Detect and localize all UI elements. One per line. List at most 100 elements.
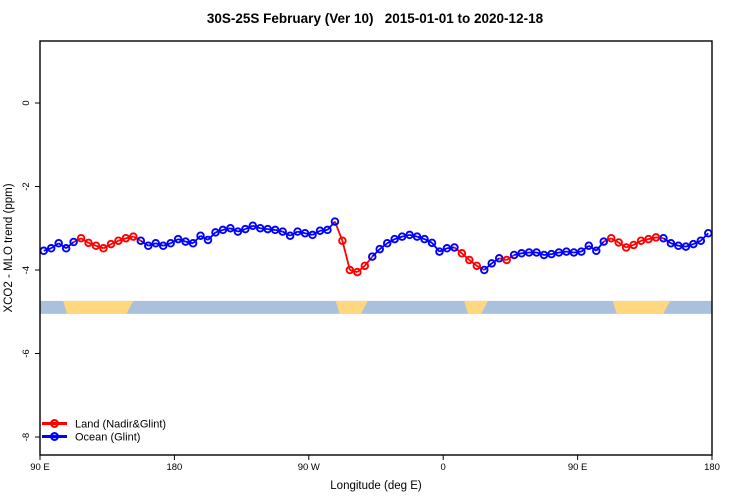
data-point [494, 254, 504, 263]
ocean-trend-line [43, 220, 709, 271]
data-point [121, 234, 131, 243]
data-point [390, 234, 399, 244]
data-point [509, 250, 519, 260]
data-point [129, 232, 138, 241]
data-point [270, 225, 280, 235]
data-point [330, 217, 340, 226]
x-tick-label: 0 [441, 462, 446, 473]
data-point [614, 238, 623, 247]
data-point [681, 242, 691, 251]
y-tick-label: -2 [21, 182, 32, 190]
data-point [61, 244, 71, 253]
data-point [644, 234, 653, 244]
data-point [592, 246, 601, 256]
data-point [196, 231, 205, 241]
plot-border [39, 40, 713, 456]
data-point [584, 241, 594, 251]
data-point [166, 239, 175, 248]
data-point [211, 228, 220, 237]
ocean-data-points [39, 217, 713, 275]
data-point [345, 265, 355, 275]
data-point [472, 261, 482, 271]
y-tick-label: -4 [21, 266, 32, 274]
y-tick-label: 0 [21, 100, 32, 105]
y-tick-label: -6 [21, 349, 32, 357]
data-point [188, 239, 198, 248]
y-axis-title: XCO2 - MLO trend (ppm) [3, 183, 15, 312]
data-point [278, 227, 287, 236]
data-point [106, 239, 116, 249]
legend: Land (Nadir&Glint)Ocean (Glint) [42, 419, 166, 444]
data-point [151, 239, 160, 248]
x-tick-label: 180 [166, 462, 182, 473]
data-point [502, 255, 511, 265]
data-point [353, 267, 362, 277]
data-point [599, 237, 608, 246]
data-point [621, 243, 631, 252]
data-point [375, 244, 384, 254]
data-point [382, 239, 392, 248]
land-data-points [76, 232, 661, 277]
data-point [158, 241, 168, 251]
data-point [54, 239, 63, 248]
legend-label-ocean: Ocean (Glint) [75, 432, 140, 444]
data-point [248, 221, 258, 230]
data-point [84, 238, 93, 248]
data-point [405, 230, 414, 240]
x-axis-title: Longitude (deg E) [330, 480, 422, 492]
data-point [629, 240, 638, 250]
data-point [323, 225, 332, 235]
x-tick-label: 180 [704, 462, 720, 473]
data-point [91, 241, 101, 251]
data-point [577, 247, 586, 256]
data-point [606, 234, 616, 243]
x-tick-label: 90 E [30, 462, 50, 473]
data-point [46, 244, 56, 253]
data-point [218, 225, 228, 235]
data-point [689, 239, 698, 249]
legend-symbol-land [49, 419, 59, 429]
data-point [76, 234, 86, 243]
data-point [99, 244, 108, 253]
legend-symbol-ocean [49, 432, 59, 442]
data-point [360, 261, 370, 271]
data-point [532, 248, 541, 257]
data-point [285, 231, 295, 241]
data-point [651, 233, 661, 242]
data-point [233, 227, 243, 236]
data-point [435, 247, 444, 256]
data-point [427, 238, 437, 248]
x-tick-label: 90 W [298, 462, 320, 473]
data-point [636, 236, 646, 246]
data-point [293, 227, 302, 236]
ocean-band [40, 300, 712, 314]
data-point [338, 236, 347, 246]
land-band-segment [612, 300, 671, 314]
chart-title: 30S-25S February (Ver 10) 2015-01-01 to … [206, 11, 544, 26]
data-point [420, 234, 429, 244]
data-point [666, 239, 676, 248]
data-point [144, 241, 153, 251]
data-point [114, 236, 123, 246]
data-point [308, 230, 317, 240]
land-band-segment [464, 300, 488, 314]
data-point [181, 237, 190, 246]
data-point [368, 252, 377, 261]
data-point [412, 232, 422, 241]
data-point [487, 259, 496, 268]
y-tick-label: -8 [21, 433, 32, 441]
data-point [136, 236, 146, 246]
data-point [173, 234, 183, 244]
surface-type-band [40, 300, 712, 314]
data-point [450, 243, 459, 252]
data-point [226, 223, 235, 233]
data-point [397, 232, 407, 241]
data-point [69, 237, 78, 247]
data-point [465, 255, 474, 265]
data-point [696, 236, 706, 246]
data-point [300, 229, 310, 238]
x-axis: 90 E 180 90 W 0 90 E 180 Longitude (deg E) [30, 455, 720, 492]
data-point [203, 235, 213, 245]
land-band-segment [335, 300, 368, 314]
